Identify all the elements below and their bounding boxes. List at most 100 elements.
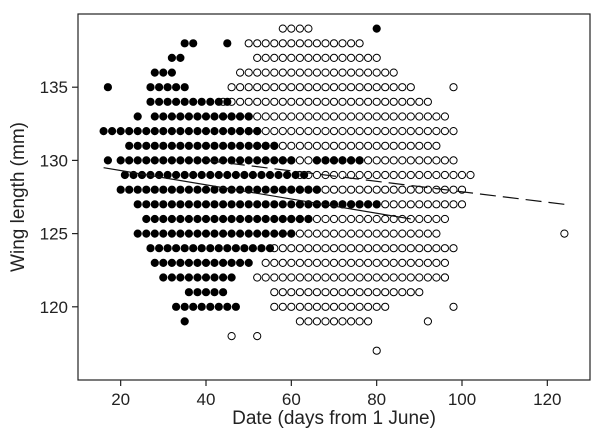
filled-point [244, 229, 253, 238]
open-point [312, 112, 321, 121]
open-point [423, 97, 432, 106]
x-tick-label: 80 [367, 390, 386, 409]
filled-point [176, 53, 185, 63]
filled-point [257, 170, 266, 180]
open-point [364, 68, 373, 77]
open-point [389, 244, 398, 253]
open-point [347, 288, 356, 297]
open-point [389, 170, 398, 180]
filled-point [270, 214, 279, 224]
open-point [364, 185, 373, 194]
filled-point [295, 200, 304, 209]
open-point [432, 170, 441, 180]
open-point [347, 317, 356, 326]
open-point [415, 156, 424, 165]
open-point [253, 39, 262, 48]
open-point [432, 200, 441, 209]
open-point [338, 214, 347, 224]
open-point [449, 127, 458, 136]
filled-point [287, 200, 296, 209]
open-point [295, 97, 304, 106]
open-point [389, 112, 398, 121]
open-point [415, 141, 424, 150]
filled-point [176, 273, 185, 282]
open-point [321, 112, 330, 121]
open-point [329, 273, 339, 282]
filled-point [189, 97, 198, 106]
open-point [423, 141, 432, 150]
open-point [261, 68, 270, 77]
filled-point [172, 170, 181, 180]
open-point [295, 24, 304, 33]
filled-point [150, 200, 159, 209]
filled-point [201, 273, 211, 282]
filled-point [193, 127, 202, 136]
open-point [329, 229, 339, 238]
open-point [449, 185, 458, 194]
filled-point [159, 127, 168, 136]
open-point [457, 200, 467, 209]
filled-point [197, 97, 206, 106]
open-point [278, 83, 287, 92]
filled-point [125, 156, 134, 165]
open-point [329, 127, 339, 136]
filled-point [159, 156, 168, 165]
y-tick-label: 125 [40, 225, 68, 244]
trend-lines [103, 159, 565, 220]
filled-point [236, 156, 245, 165]
open-point [355, 302, 364, 311]
open-point [423, 258, 432, 267]
open-point [355, 141, 364, 150]
filled-point [219, 273, 228, 282]
filled-point [261, 185, 270, 194]
open-point [389, 127, 398, 136]
filled-point [159, 200, 168, 209]
filled-point [287, 214, 296, 224]
open-point [355, 258, 364, 267]
filled-point [244, 112, 253, 121]
filled-point [159, 68, 168, 77]
filled-point [236, 200, 245, 209]
open-point [287, 244, 296, 253]
y-tick-label: 120 [40, 298, 68, 317]
open-point [389, 83, 398, 92]
open-point [304, 229, 313, 238]
filled-point [214, 302, 223, 311]
filled-point [180, 39, 189, 48]
open-point [372, 258, 381, 267]
dashed-trend-line [205, 159, 565, 205]
filled-point [167, 68, 176, 77]
filled-point [150, 258, 159, 267]
filled-point [193, 273, 202, 282]
open-point [253, 332, 262, 341]
open-point [312, 39, 321, 48]
filled-point [270, 200, 279, 209]
filled-point [338, 156, 347, 165]
open-point [347, 273, 356, 282]
filled-point [201, 288, 211, 297]
open-point [406, 244, 415, 253]
open-point [338, 53, 347, 63]
filled-point [295, 185, 304, 194]
open-point [304, 24, 313, 33]
filled-point [206, 302, 215, 311]
open-point [423, 200, 432, 209]
open-point [415, 127, 424, 136]
open-point [329, 68, 339, 77]
open-point [389, 200, 398, 209]
open-point [304, 302, 313, 311]
open-point [312, 317, 321, 326]
open-point [381, 302, 390, 311]
open-point [389, 141, 398, 150]
filled-point [193, 229, 202, 238]
open-point [423, 127, 432, 136]
open-point [381, 68, 390, 77]
open-point [287, 127, 296, 136]
open-point [415, 214, 424, 224]
filled-point [219, 229, 228, 238]
filled-point [253, 141, 262, 150]
open-point [364, 244, 373, 253]
filled-point [210, 141, 219, 150]
open-point [304, 288, 313, 297]
open-point [347, 68, 356, 77]
